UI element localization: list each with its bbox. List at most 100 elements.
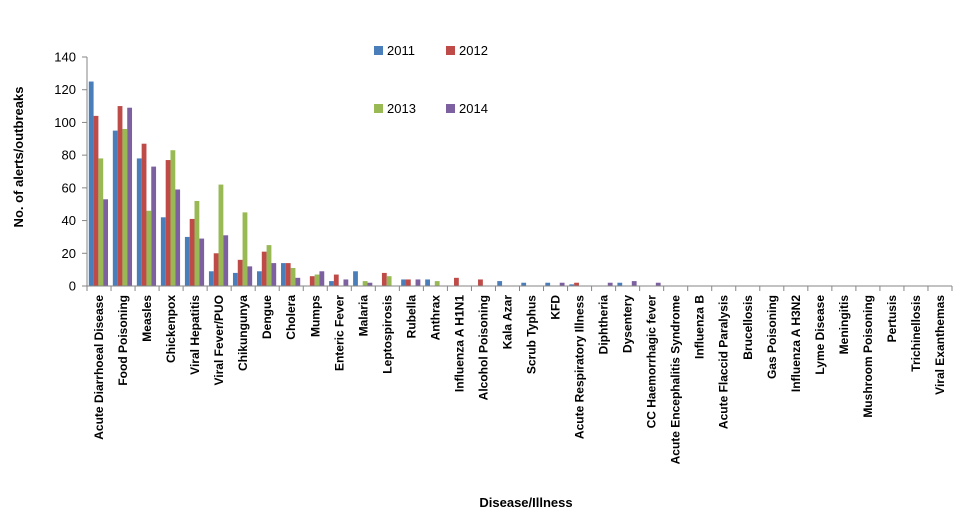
bar-2012: [261, 251, 267, 286]
y-axis: 0 20 40 60 80 100 120 140: [54, 50, 88, 294]
legend-label-2013: 2013: [387, 101, 416, 116]
bar-2012: [165, 160, 171, 286]
y-tick-label: 100: [54, 115, 76, 130]
x-tick-label: Influenza B: [693, 295, 707, 359]
bar-2013: [290, 268, 296, 286]
bar-2011: [208, 271, 214, 286]
bar-2013: [362, 281, 368, 286]
x-tick-label: Chikungunya: [236, 295, 250, 371]
bar-2014: [343, 279, 349, 286]
x-tick-label: Acute Encephalitis Syndrome: [669, 295, 683, 465]
bar-2013: [434, 281, 440, 286]
bar-2014: [103, 199, 108, 286]
bar-2012: [285, 263, 291, 286]
bar-2012: [454, 277, 459, 286]
bar-2011: [521, 282, 527, 286]
legend-label-2011: 2011: [387, 43, 415, 58]
x-tick-label: Diphtheria: [597, 295, 611, 355]
bar-2012: [117, 106, 123, 286]
bar-2013: [170, 150, 176, 286]
x-tick-label: Chickenpox: [164, 295, 178, 363]
bar-2011: [425, 279, 430, 286]
bar-2014: [319, 271, 325, 286]
bar-2012: [189, 218, 195, 286]
bar-2014: [559, 282, 565, 286]
bar-2012: [574, 282, 579, 286]
x-tick-label: Enteric Fever: [332, 295, 346, 371]
x-tick-label: Alcohol Poisoning: [476, 295, 490, 400]
x-tick-label: CC Haemorrhagic fever: [645, 295, 659, 429]
bar-2011: [329, 281, 334, 286]
x-tick-label: Anthrax: [428, 295, 442, 341]
bar-2011: [281, 263, 286, 286]
bar-2014: [271, 263, 277, 286]
x-tick-label: Acute Flaccid Paralysis: [717, 295, 731, 429]
bar-2013: [218, 184, 224, 286]
bar-2011: [112, 130, 118, 286]
bar-2012: [309, 276, 315, 286]
x-tick-label: Influenza A H1N1: [452, 295, 466, 392]
bar-2011: [401, 279, 406, 286]
bar-2013: [266, 245, 272, 286]
bar-2014: [367, 282, 373, 286]
x-tick-label: Gas Poisoning: [765, 295, 779, 379]
bar-2011: [497, 281, 503, 286]
bar-2011: [184, 236, 190, 286]
x-tick-label: Leptospirosis: [380, 295, 394, 374]
bar-2011: [617, 282, 623, 286]
bar-2011: [160, 217, 166, 286]
y-tick-label: 140: [54, 50, 76, 65]
bar-2011: [88, 81, 94, 287]
bar-2014: [199, 238, 205, 286]
y-axis-title: No. of alerts/outbreaks: [11, 87, 26, 228]
legend-swatch-2012: [446, 46, 455, 55]
bar-2012: [93, 115, 99, 286]
bar-2014: [631, 281, 637, 286]
x-tick-label: Mushroom Poisoning: [861, 295, 875, 418]
x-tick-label: Viral Hepatitis: [188, 295, 202, 375]
x-tick-label: Measles: [140, 295, 154, 342]
bar-2012: [333, 274, 339, 286]
x-tick-label: Rubella: [404, 295, 418, 339]
x-tick-label: Food Poisoning: [116, 295, 130, 386]
bar-2014: [151, 166, 157, 286]
legend-label-2014: 2014: [459, 101, 488, 116]
bar-2014: [655, 282, 661, 286]
x-tick-label: Cholera: [284, 295, 298, 340]
legend-label-2012: 2012: [459, 43, 488, 58]
y-tick-label: 120: [54, 82, 76, 97]
bar-2013: [242, 212, 248, 286]
x-axis-title: Disease/Illness: [479, 495, 572, 510]
x-tick-label: Meningitis: [837, 295, 851, 355]
bar-2012: [405, 279, 411, 286]
bar-2014: [607, 282, 613, 286]
x-tick-label: Acute Diarrhoeal Disease: [92, 295, 106, 440]
bar-2011: [569, 284, 575, 286]
x-tick-label: Malaria: [356, 295, 370, 337]
bar-2011: [232, 272, 238, 286]
y-tick-label: 60: [62, 180, 76, 195]
x-tick-label: Mumps: [308, 295, 322, 337]
bar-2012: [478, 279, 483, 286]
bar-2014: [223, 235, 229, 286]
x-tick-label: Acute Respiratory Illness: [573, 295, 587, 439]
bar-2013: [386, 276, 392, 286]
bar-2014: [127, 107, 133, 286]
x-tick-label: KFD: [549, 295, 563, 320]
bar-2013: [314, 274, 320, 286]
x-tick-label: Trichinellosis: [909, 295, 923, 372]
x-tick-label: Viral Fever/PUO: [212, 295, 226, 386]
bar-2013: [122, 128, 128, 286]
legend-swatch-2011: [374, 46, 383, 55]
x-tick-label: Dysentery: [621, 295, 635, 353]
bar-2013: [146, 210, 152, 286]
bar-2012: [213, 253, 219, 286]
x-tick-label: Lyme Disease: [813, 295, 827, 375]
legend-swatch-2013: [374, 104, 383, 113]
bar-2012: [237, 259, 243, 286]
bar-2014: [415, 279, 421, 286]
bar-2011: [256, 271, 262, 286]
plot-area: [88, 81, 661, 287]
x-tick-label: Viral Exanthemas: [933, 295, 947, 395]
x-tick-label: Influenza A H3N2: [789, 295, 803, 392]
